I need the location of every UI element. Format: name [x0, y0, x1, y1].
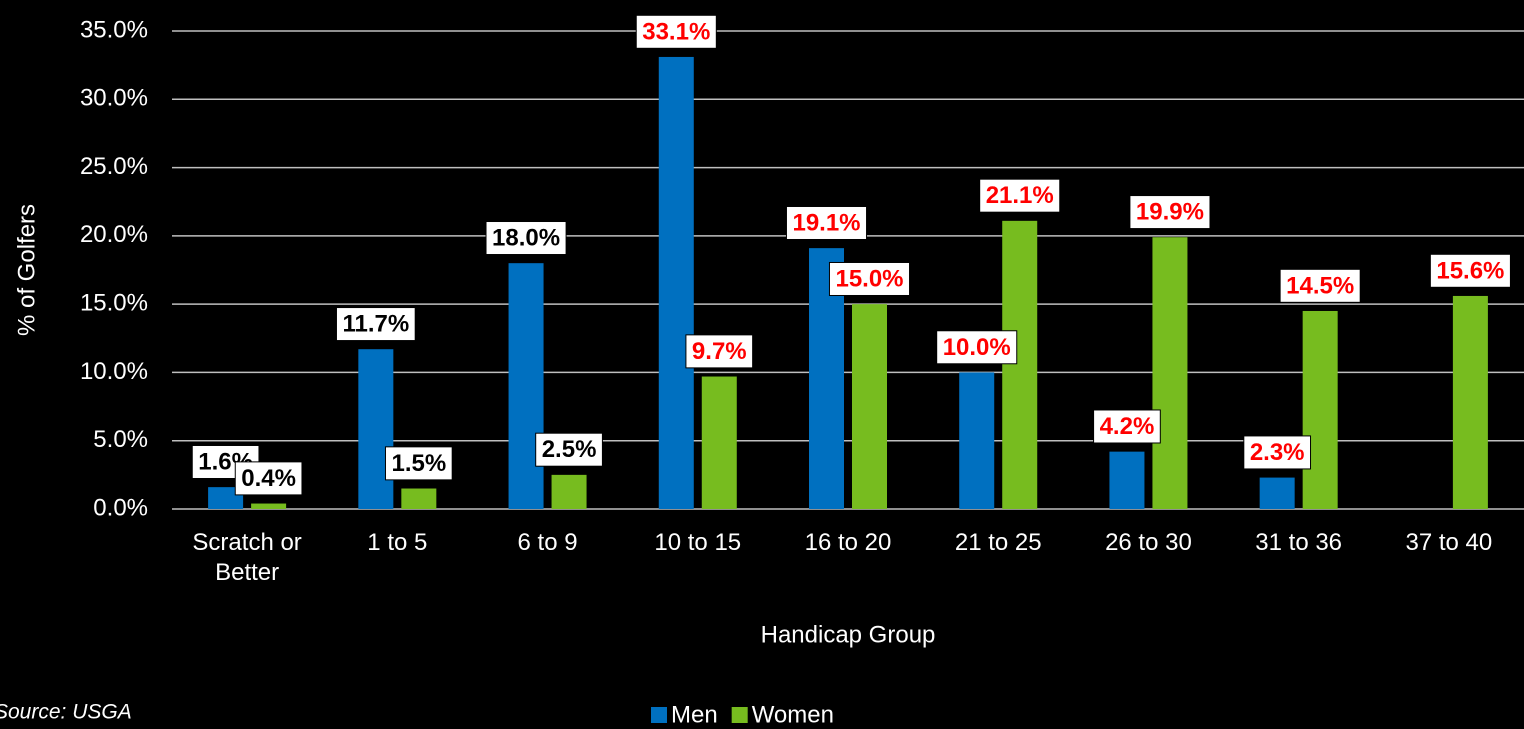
- data-label-box: [535, 432, 603, 467]
- legend-swatch: [651, 707, 667, 723]
- data-label: 2.5%: [542, 436, 597, 463]
- y-tick-label: 20.0%: [80, 221, 148, 248]
- x-tick-label: 16 to 20: [804, 529, 892, 556]
- x-tick-label: 37 to 40: [1405, 529, 1493, 556]
- legend-label: Men: [671, 701, 718, 728]
- data-label-box: [685, 334, 754, 369]
- bar: [208, 487, 244, 509]
- x-axis-title: Handicap Group: [761, 621, 936, 648]
- x-tick-label: 6 to 9: [517, 529, 578, 556]
- data-label: 1.5%: [391, 450, 446, 477]
- bar: [1259, 477, 1295, 509]
- data-label-box: [1279, 268, 1361, 303]
- bar: [1002, 220, 1038, 509]
- y-tick-label: 35.0%: [80, 16, 148, 43]
- bar: [701, 376, 737, 509]
- bar: [1152, 237, 1188, 510]
- bar: [1302, 310, 1338, 509]
- x-tick-label: Scratch or Better: [192, 529, 302, 586]
- data-label: 15.0%: [835, 265, 903, 292]
- data-label-box: [1093, 409, 1161, 444]
- x-tick-label: 26 to 30: [1105, 529, 1192, 556]
- data-label-box: [1129, 195, 1211, 230]
- y-tick-label: 5.0%: [93, 426, 148, 453]
- data-label: 11.7%: [342, 311, 409, 338]
- data-label: 15.6%: [1436, 257, 1504, 284]
- x-tick-label: 1 to 5: [367, 529, 428, 556]
- data-label: 10.0%: [943, 334, 1011, 361]
- data-label: 9.7%: [692, 338, 747, 365]
- source-note: Source: USGA: [0, 701, 132, 724]
- data-label-box: [335, 307, 416, 342]
- data-label-box: [384, 446, 453, 481]
- legend-label: Women: [752, 701, 834, 728]
- x-tick-label: 10 to 15: [654, 529, 742, 556]
- data-label: 4.2%: [1100, 413, 1155, 440]
- bar: [1452, 295, 1488, 509]
- x-tick-label: 21 to 25: [954, 529, 1042, 556]
- data-label-box: [979, 178, 1061, 213]
- bar: [852, 304, 887, 509]
- y-axis-title: % of Golfers: [13, 204, 40, 336]
- data-label: 18.0%: [492, 225, 560, 252]
- x-tick-label: 31 to 36: [1255, 529, 1343, 556]
- y-tick-label: 15.0%: [80, 289, 148, 316]
- data-label: 19.9%: [1136, 199, 1204, 226]
- legend-swatch: [731, 707, 748, 723]
- y-tick-label: 0.0%: [93, 494, 148, 521]
- data-label-box: [234, 461, 303, 496]
- y-tick-label: 10.0%: [80, 358, 148, 385]
- data-label: 2.3%: [1250, 439, 1305, 466]
- data-label: 14.5%: [1286, 272, 1354, 299]
- data-label: 33.1%: [642, 18, 710, 45]
- data-label-box: [828, 261, 911, 296]
- bar: [508, 263, 544, 509]
- y-tick-label: 25.0%: [80, 153, 148, 180]
- bar: [1109, 451, 1145, 509]
- bar: [401, 488, 437, 509]
- bar: [658, 56, 694, 509]
- data-label: 19.1%: [792, 209, 860, 236]
- bar: [959, 372, 995, 509]
- data-label-box: [785, 205, 868, 240]
- data-label: 0.4%: [241, 465, 296, 492]
- data-label-box: [1429, 253, 1511, 288]
- data-label-box: [485, 221, 567, 256]
- bar: [251, 503, 287, 509]
- bar: [358, 349, 394, 509]
- bar: [551, 474, 587, 509]
- data-label-box: [1243, 435, 1312, 470]
- y-tick-label: 30.0%: [80, 85, 148, 112]
- data-label-box: [635, 14, 717, 49]
- data-label: 21.1%: [986, 182, 1054, 209]
- data-label-box: [936, 330, 1018, 365]
